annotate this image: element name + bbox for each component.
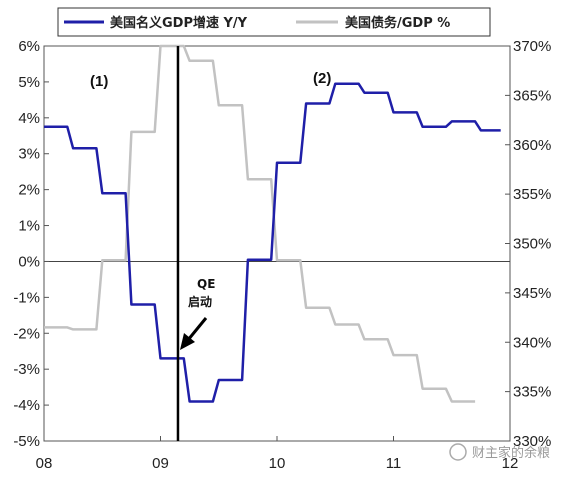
right-tick-label: 330% <box>513 433 551 450</box>
left-tick-label: 6% <box>18 38 40 55</box>
x-tick-label: 09 <box>152 455 169 472</box>
watermark-icon <box>449 443 467 461</box>
left-tick-label: 3% <box>18 146 40 163</box>
x-tick-label: 10 <box>269 455 286 472</box>
annotation-qe-line1: QE <box>197 277 215 291</box>
right-tick-label: 365% <box>513 87 551 104</box>
left-tick-label: 5% <box>18 74 40 91</box>
left-tick-label: 4% <box>18 110 40 127</box>
right-tick-label: 355% <box>513 186 551 203</box>
left-tick-label: 1% <box>18 218 40 235</box>
right-tick-label: 350% <box>513 236 551 253</box>
x-tick-label: 11 <box>386 455 402 472</box>
legend: 美国名义GDP增速 Y/Y 美国债务/GDP % <box>57 7 491 37</box>
left-tick-label: -5% <box>13 433 40 450</box>
left-tick-label: 2% <box>18 182 40 199</box>
legend-label-gdp: 美国名义GDP增速 Y/Y <box>110 15 248 31</box>
annotation-phase-1: (1) <box>90 73 108 90</box>
right-tick-label: 345% <box>513 285 551 302</box>
series-layer <box>44 44 501 403</box>
legend-label-debt: 美国债务/GDP % <box>345 15 450 31</box>
left-tick-label: -4% <box>13 397 40 414</box>
left-tick-label: -1% <box>13 289 40 306</box>
watermark-text: 财主家的余粮 <box>472 445 550 461</box>
x-tick-label: 08 <box>36 455 53 472</box>
annotation-arrow <box>180 317 208 350</box>
series-line-debt-gdp <box>44 44 476 403</box>
left-tick-label: -3% <box>13 361 40 378</box>
annotation-phase-2: (2) <box>313 70 331 87</box>
right-tick-label: 340% <box>513 334 551 351</box>
right-axis-ticks: 370% 365% 360% 355% 350% 345% 340% 335% 330% <box>505 38 551 450</box>
series-line-gdp-growth <box>44 82 501 403</box>
right-tick-label: 335% <box>513 384 551 401</box>
left-axis-ticks: 6% 5% 4% 3% 2% 1% 0% -1% -2% -3% -4% -5% <box>13 38 49 450</box>
watermark: 财主家的余粮 <box>449 443 550 461</box>
x-tick-label: 12 <box>502 455 519 472</box>
left-tick-label: -2% <box>13 325 40 342</box>
left-tick-label: 0% <box>18 253 40 270</box>
annotation-qe-line2: 启动 <box>188 294 212 309</box>
right-tick-label: 370% <box>513 38 551 55</box>
x-axis-ticks: 08 09 10 11 12 <box>36 436 519 472</box>
legend-box <box>57 7 491 37</box>
right-tick-label: 360% <box>513 137 551 154</box>
